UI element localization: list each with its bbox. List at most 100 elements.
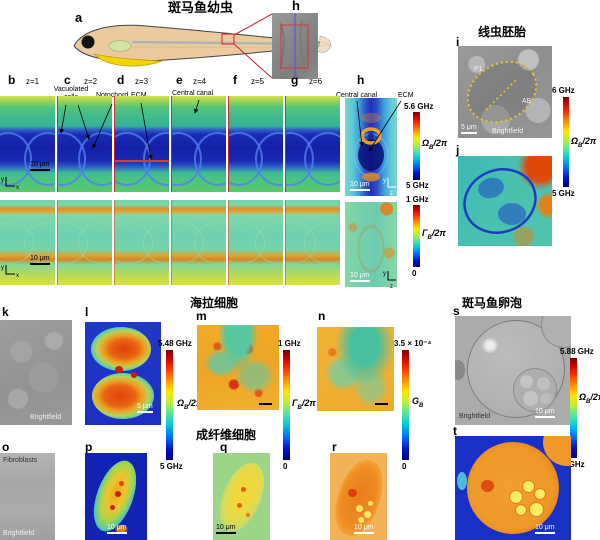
hela-gain-image [317, 327, 394, 411]
panel-label-n: n [318, 309, 326, 323]
vesicle-cluster [509, 480, 549, 520]
yellow-vesicle [534, 488, 546, 500]
symbol: Ω [422, 138, 430, 148]
scalebar-line [30, 263, 50, 265]
colorbar-width-label: ΓB/2π [422, 228, 446, 241]
red-spot [115, 366, 123, 373]
panel-label-h: h [357, 73, 365, 87]
section-title-hela: 海拉细胞 [190, 296, 239, 310]
worm-outline-overlay [466, 60, 538, 124]
scalebar-h-row1: 10 μm [350, 181, 370, 191]
shift-map-c [57, 96, 112, 192]
colorbar-shift-bottom: 5 GHz [406, 181, 429, 190]
subscript: B [586, 398, 591, 405]
colorbar-hela-shift-top: 5.48 GHz [158, 339, 192, 348]
symbol: Ω [571, 136, 579, 146]
rest: /2π [433, 138, 448, 148]
z-label-6: z=6 [309, 77, 323, 86]
colorbar-hela-gain-bottom: 0 [402, 462, 407, 471]
panel-label-f: f [233, 73, 237, 87]
vacuole-outline [255, 222, 283, 264]
scalebar-line [350, 280, 370, 282]
yellow-vesicle [515, 504, 527, 516]
symbol: G [412, 396, 420, 406]
yellow-vesicle [356, 505, 363, 512]
linewidth-map-e [171, 200, 226, 285]
section-title-fibroblast: 成纤维细胞 [196, 428, 257, 442]
embryo-dotted-outline [466, 60, 538, 124]
scalebar-line [375, 403, 388, 405]
colorbar-hela-shift [166, 350, 173, 460]
panel-label-c: c [64, 73, 71, 87]
subscript: B [429, 144, 434, 151]
cell-label-ab: AB [522, 98, 532, 105]
brightfield-label: Brightfield [492, 128, 524, 135]
scalebar-text: 10 μm [216, 524, 236, 531]
embryo-shell-outline [463, 168, 537, 234]
vacuole-outline [304, 222, 340, 264]
yellow-vesicle [364, 511, 371, 518]
worm-brillouin-image [458, 156, 552, 246]
vacuole-outline [194, 222, 226, 264]
colorbar-shift [413, 112, 420, 180]
panel-label-b: b [8, 73, 16, 87]
colorbar-hela-width-label: ΓB/2π [292, 398, 316, 411]
yellow-vesicle [368, 501, 373, 506]
nucleus-blob [478, 177, 504, 199]
symbol: Γ [292, 398, 298, 408]
panel-label-j: j [456, 143, 460, 157]
fibroblasts-label: Fibroblasts [3, 457, 38, 464]
orange-blob [115, 525, 128, 534]
brightfield-label: Brightfield [459, 413, 491, 420]
rest: /2π [188, 398, 203, 408]
annotation-h-central-canal: Central canal [336, 92, 378, 99]
inner-vesicle-cluster [513, 368, 557, 412]
scalebar-text: 10 μm [535, 408, 555, 415]
colorbar-shift-top: 5.6 GHz [404, 102, 434, 111]
vacuole-shape [78, 132, 112, 186]
colorbar-follicle-bottom: 5 GHz [562, 460, 585, 469]
fish-roi-rect [221, 33, 235, 45]
scalebar-line [535, 416, 555, 418]
panel-label-d: d [117, 73, 125, 87]
colorbar-hela-width-bottom: 0 [283, 462, 288, 471]
red-spot [246, 513, 250, 517]
hela-shift-image: 5 μm [85, 322, 161, 425]
z-label-2: z=2 [84, 77, 98, 86]
red-spot [131, 372, 137, 378]
scalebar-hela-l: 5 μm [137, 403, 153, 413]
scalebar-text: 10 μm [350, 272, 370, 279]
vacuole-shape [143, 132, 169, 186]
annotation-notochord: Notochord [96, 92, 129, 99]
hela-cell [91, 327, 151, 371]
panel-label-p: p [85, 440, 93, 454]
annotation-ecm: ECM [131, 92, 147, 100]
scalebar-line [137, 411, 153, 413]
yellow-vesicle [509, 490, 523, 504]
scalebar-fibro-p: 10 μm [107, 524, 127, 534]
nucleus-blob [498, 203, 526, 225]
symbol: Ω [579, 392, 587, 402]
z-label-3: z=3 [135, 77, 149, 86]
panel-label-k: k [2, 305, 9, 319]
linewidth-map-c [57, 200, 112, 285]
colorbar-hela-gain-label: GB [412, 396, 423, 409]
panel-label-m: m [196, 309, 207, 323]
scalebar-worm: 5 μm [461, 124, 477, 134]
fibroblast-linewidth-image: 10 μm [213, 453, 270, 540]
scalebar-line [30, 169, 50, 171]
scalebar-text: 10 μm [30, 161, 50, 168]
scalebar-line [350, 189, 370, 191]
scalebar-row2: 10 μm [30, 255, 50, 265]
colorbar-worm-label: ΩB/2π [571, 136, 596, 149]
scalebar-text: 10 μm [535, 524, 555, 531]
scalebar-line [461, 132, 477, 134]
hela-brightfield-image: Brightfield [0, 320, 72, 425]
vacuole-shape [194, 132, 226, 186]
panel-label-o: o [2, 440, 10, 454]
colorbar-worm-top: 6 GHz [552, 86, 575, 95]
colorbar-hela-shift-bottom: 5 GHz [160, 462, 183, 471]
rest: /2π [431, 228, 446, 238]
subscript: B [419, 402, 424, 409]
